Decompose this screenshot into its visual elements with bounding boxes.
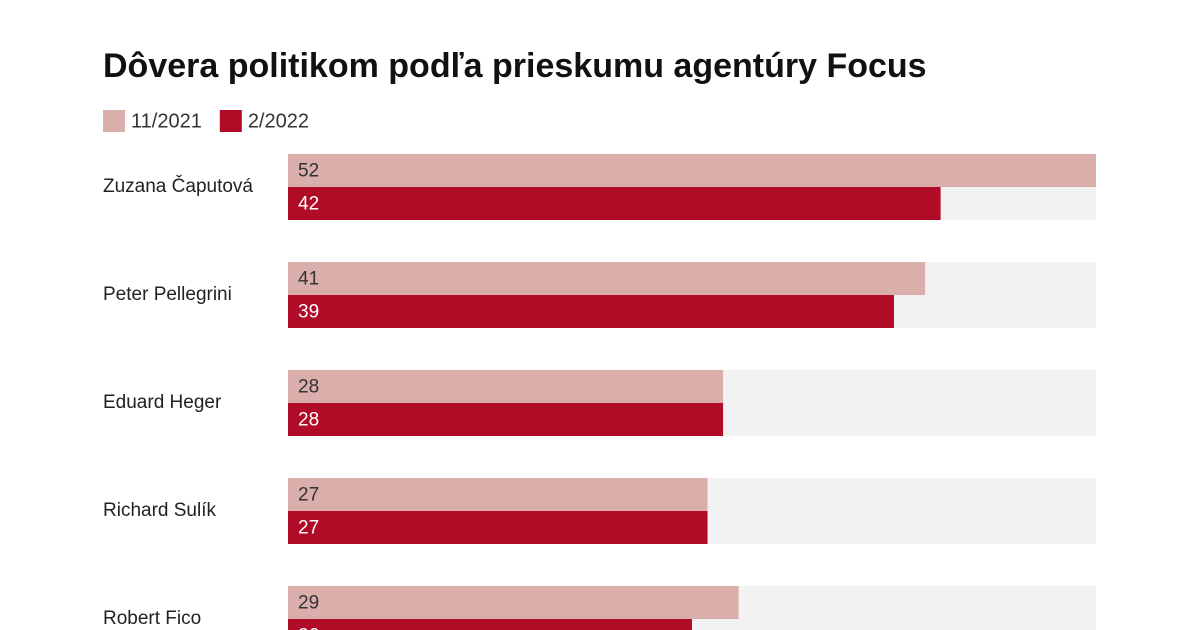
value-label: 27 — [298, 518, 319, 539]
value-label: 41 — [298, 269, 319, 290]
bar — [288, 295, 894, 328]
category-label: Richard Sulík — [103, 500, 216, 521]
chart-title: Dôvera politikom podľa prieskumu agentúr… — [103, 47, 927, 85]
value-label: 39 — [298, 302, 319, 323]
value-label: 52 — [298, 161, 319, 182]
bar — [288, 154, 1096, 187]
legend-swatch — [103, 110, 125, 132]
legend-label: 11/2021 — [131, 110, 202, 132]
category-label: Robert Fico — [103, 608, 201, 629]
bar — [288, 403, 724, 436]
bar — [288, 187, 941, 220]
bar — [288, 586, 739, 619]
bar — [288, 511, 708, 544]
value-label: 42 — [298, 194, 319, 215]
legend-label: 2/2022 — [248, 110, 309, 132]
value-label: 27 — [298, 485, 319, 506]
bar — [288, 262, 926, 295]
category-label: Zuzana Čaputová — [103, 175, 253, 197]
bar — [288, 370, 724, 403]
value-label: 28 — [298, 377, 319, 398]
bar — [288, 619, 692, 630]
value-label: 29 — [298, 593, 319, 614]
legend-swatch — [219, 110, 242, 132]
value-label: 26 — [298, 626, 319, 630]
category-label: Peter Pellegrini — [103, 284, 232, 305]
category-label: Eduard Heger — [103, 392, 222, 413]
bar — [288, 478, 708, 511]
value-label: 28 — [298, 410, 319, 431]
